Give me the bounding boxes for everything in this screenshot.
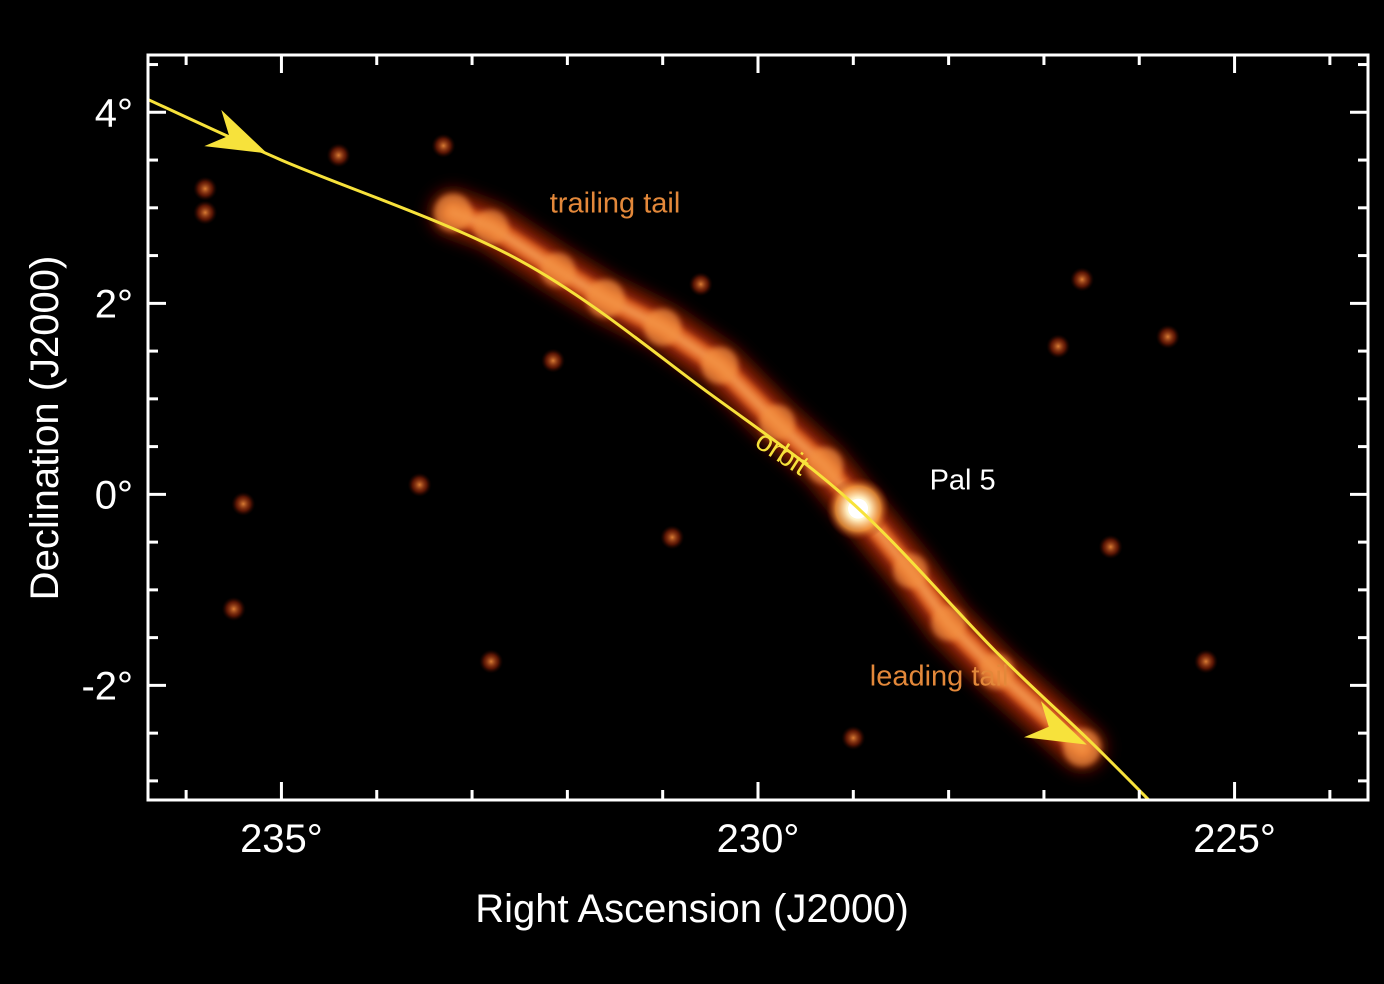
tick-labels: 235° 230° 225° 4° 2° 0° -2° [81,91,1275,861]
field-blob [407,472,432,497]
stream-knot [434,193,472,232]
annotation-label: leading tail [870,660,1009,692]
field-blob [1070,267,1095,292]
field-blob [431,133,456,158]
stream-knot [701,347,739,384]
orbit-line [148,97,1151,800]
field-blob [193,176,218,201]
axis-ticks [148,55,1368,800]
stream-knot [473,209,509,245]
y-tick-label: 4° [95,91,133,135]
field-blob [1046,334,1071,359]
field-blob [1098,534,1123,559]
x-tick-label: 230° [717,817,800,861]
x-tick-label: 225° [1193,817,1276,861]
field-blob [841,725,866,750]
y-tick-label: 0° [95,473,133,517]
field-blob [660,525,685,550]
orbit-curve [148,97,1151,800]
stream-knot [586,279,625,318]
y-axis-title: Declination (J2000) [23,256,67,601]
field-blob [221,596,246,621]
x-axis-title: Right Ascension (J2000) [475,887,909,931]
stream-knot [759,404,795,441]
x-tick-label: 235° [240,817,323,861]
field-blob [231,491,256,516]
stream-knot [806,447,844,485]
stream-knot [931,606,966,641]
field-blobs [193,133,1218,750]
orbit-arrow-icon [204,109,268,154]
stellar-stream [426,185,1110,775]
field-blob [193,200,218,225]
field-blob [688,272,713,297]
field-blob [479,649,504,674]
field-blob [326,143,351,168]
orbit-arrow-icon [1024,701,1087,745]
field-blob [1155,324,1180,349]
stream-knot [893,553,928,588]
annotation-label: trailing tail [550,188,681,220]
annotation-label: Pal 5 [930,465,996,497]
field-blob [541,348,566,373]
y-tick-label: -2° [81,664,133,708]
y-tick-label: 2° [95,282,133,326]
stream-knot [644,308,682,346]
field-blob [1193,649,1218,674]
